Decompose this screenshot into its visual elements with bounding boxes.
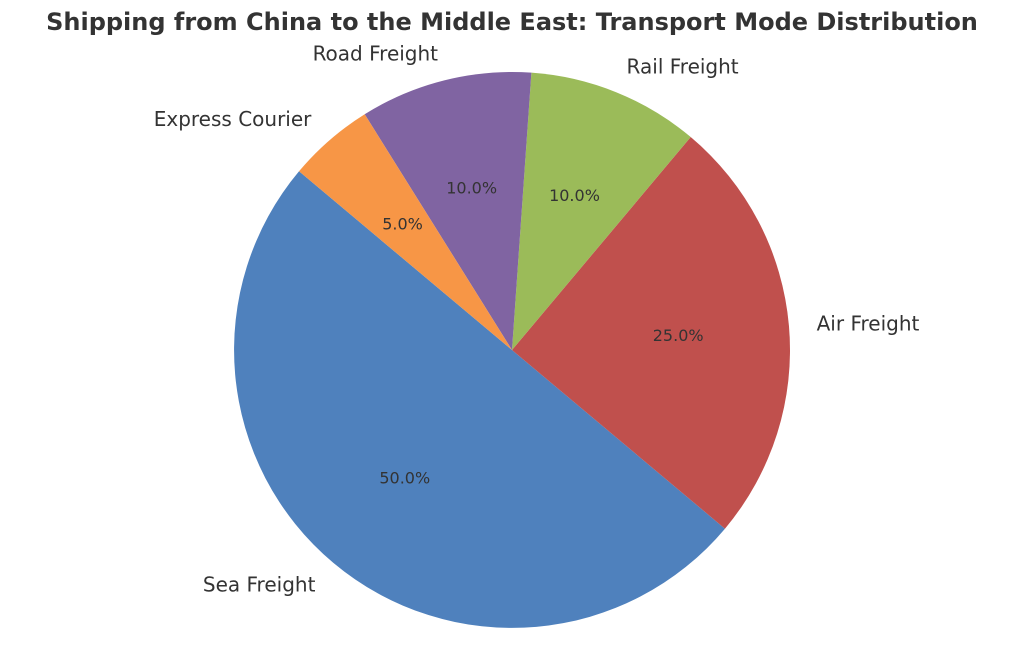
pie-slice-rail-freight <box>512 72 691 351</box>
percent-label-rail-freight: 10.0% <box>549 186 600 205</box>
pie-slice-road-freight <box>364 71 532 350</box>
percent-label-air-freight: 25.0% <box>653 326 704 345</box>
percent-label-sea-freight: 50.0% <box>379 468 430 487</box>
category-label-air-freight: Air Freight <box>817 311 920 335</box>
pie-slice-express-courier <box>299 114 512 350</box>
percent-label-express-courier: 5.0% <box>382 215 423 234</box>
chart-title: Shipping from China to the Middle East: … <box>46 8 978 36</box>
pie-slice-sea-freight <box>234 171 725 628</box>
category-label-express-courier: Express Courier <box>154 107 312 131</box>
slices-layer <box>234 71 790 628</box>
percent-labels-layer: 50.0% 25.0% 10.0% 10.0% 5.0% <box>379 179 703 488</box>
category-label-road-freight: Road Freight <box>313 41 439 65</box>
category-labels-layer: Sea Freight Air Freight Rail Freight Road F… <box>154 41 920 596</box>
category-label-rail-freight: Rail Freight <box>627 54 739 78</box>
percent-label-road-freight: 10.0% <box>446 179 497 198</box>
category-label-sea-freight: Sea Freight <box>203 572 316 596</box>
pie-slice-air-freight <box>512 137 790 529</box>
